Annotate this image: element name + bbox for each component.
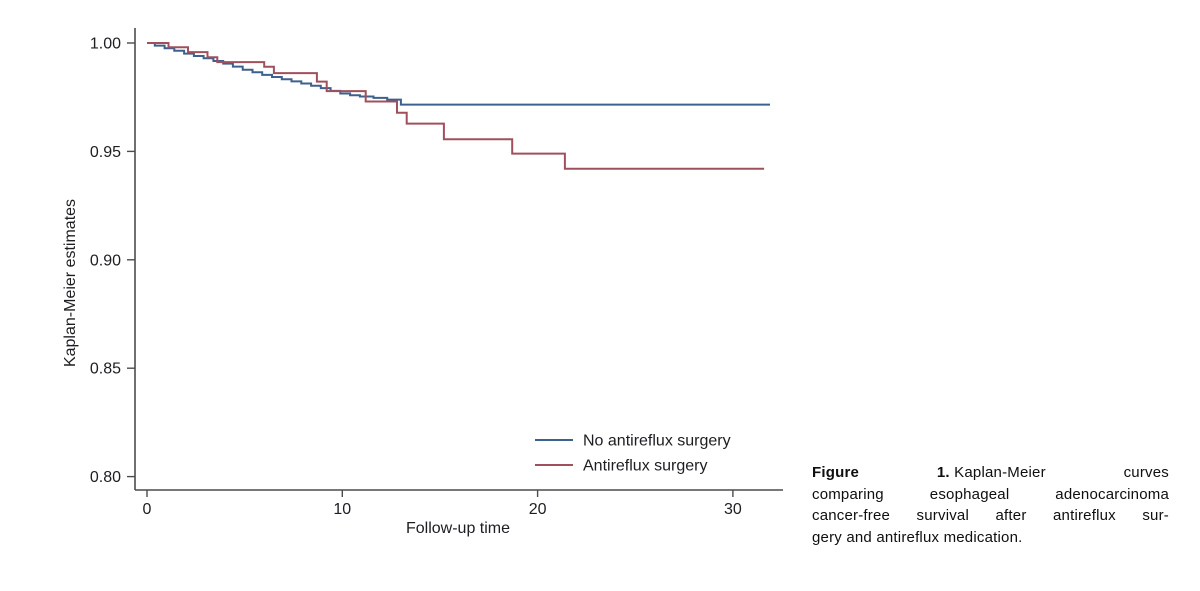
y-axis-ticks: 1.00 0.95 0.90 0.85 0.80 [90,36,135,486]
x-axis-title: Follow-up time [406,520,510,537]
caption-line-1: Figure 1. Kaplan-Meier curves [812,462,1169,484]
caption-figure-label: Figure [812,464,860,481]
chart-legend: No antireflux surgery Antireflux surgery [535,433,731,475]
y-tick-label: 0.90 [90,252,121,269]
survival-curves [147,42,770,170]
x-tick-label: 30 [724,501,742,518]
y-tick-label: 0.80 [90,469,121,486]
legend-label: Antireflux surgery [583,458,708,475]
caption-line1-end: curves [1123,464,1169,481]
y-tick-label: 0.85 [90,361,121,378]
caption-figure-number-group: 1. Kaplan-Meier [936,464,1046,481]
x-tick-label: 20 [529,501,547,518]
x-tick-label: 10 [333,501,351,518]
curve-antireflux-surgery [147,42,765,170]
legend-label: No antireflux surgery [583,433,731,450]
kaplan-meier-chart: 1.00 0.95 0.90 0.85 0.80 0 10 20 30 Kaplan-Meie… [62,28,783,537]
y-axis-title: Kaplan-Meier estimates [62,199,79,367]
caption-line-4: gery and antireflux medication. [812,528,1023,546]
x-tick-label: 0 [143,501,152,518]
y-tick-label: 1.00 [90,36,121,53]
caption-line-2: comparing esophageal adenocarcinoma [812,485,1169,503]
y-tick-label: 0.95 [90,144,121,161]
curve-no-antireflux-surgery [147,42,770,106]
x-axis-ticks: 0 10 20 30 [143,490,742,518]
figure-caption: Figure 1. Kaplan-Meier curves comparing … [812,462,1169,548]
caption-line-3: cancer-free survival after antireflux su… [812,507,1169,524]
